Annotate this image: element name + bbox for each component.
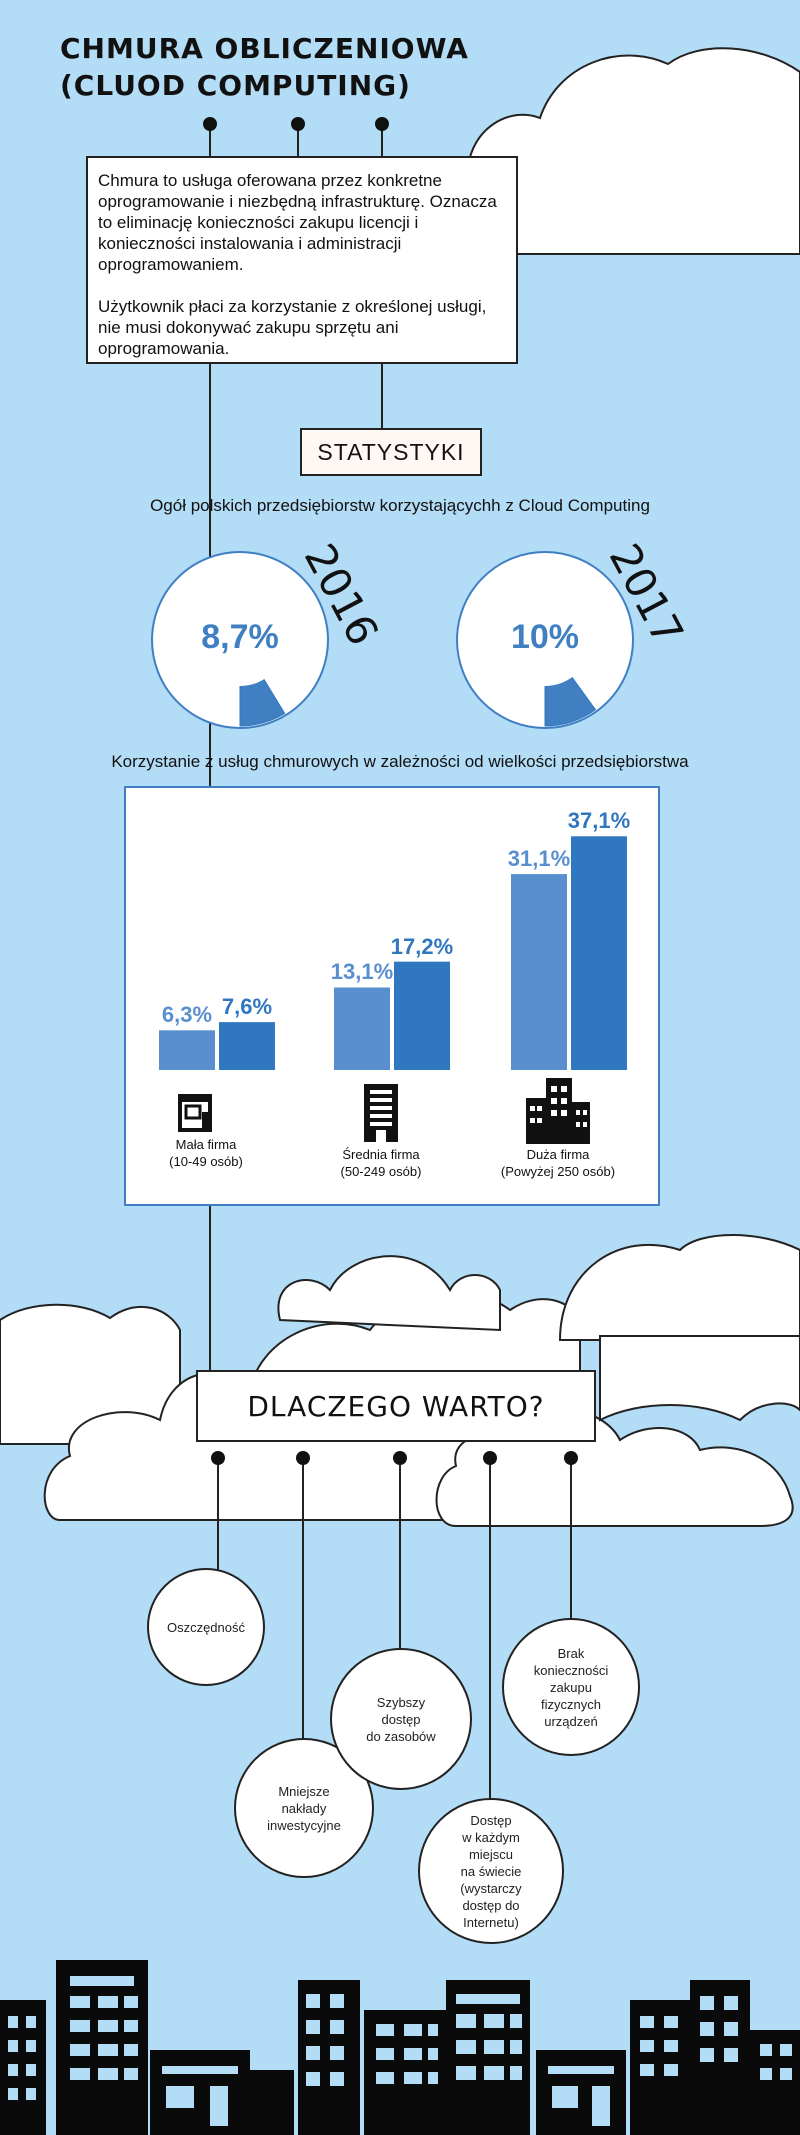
category-sublabel: (Powyżej 250 osób): [500, 1164, 616, 1179]
benefit-faster-access: Szybszy dostęp do zasobów: [330, 1648, 472, 1790]
bar-value-label: 13,1%: [330, 959, 394, 985]
pie-2017: [456, 551, 634, 729]
intro-paragraph-2: Użytkownik płaci za korzystanie z określ…: [98, 297, 487, 358]
bar-value-label: 7,6%: [221, 994, 273, 1020]
benefit-no-hardware: Brak konieczności zakupu fizycznych urzą…: [502, 1618, 640, 1756]
bar-value-label: 17,2%: [390, 933, 454, 959]
bar-large-2: [571, 836, 627, 1070]
category-label-large: Duża firma (Powyżej 250 osób): [478, 1146, 638, 1180]
benefit-savings: Oszczędność: [147, 1568, 265, 1686]
connector-dot: [211, 1451, 225, 1465]
connector-dot: [564, 1451, 578, 1465]
bar-medium-1: [334, 987, 390, 1070]
skyline-icon: [0, 1960, 800, 2135]
bar-small-1: [159, 1030, 215, 1070]
benefit-label: Szybszy dostęp do zasobów: [366, 1694, 436, 1744]
category-name: Duża firma: [526, 1147, 590, 1162]
page-title-line2: (CLUOD COMPUTING): [60, 69, 411, 102]
benefit-label: Dostęp w każdym miejscu na świecie (wyst…: [460, 1812, 522, 1930]
page-title: CHMURA OBLICZENIOWA (CLUOD COMPUTING): [60, 30, 469, 104]
category-sublabel: (10-49 osób): [169, 1154, 243, 1169]
small-shop-icon: [178, 1094, 212, 1132]
page-title-line1: CHMURA OBLICZENIOWA: [60, 32, 469, 65]
pie-chart-title: Ogół polskich przedsiębiorstw korzystają…: [150, 496, 650, 515]
pie-2016: [151, 551, 329, 729]
benefit-connectors: [217, 1458, 572, 1804]
city-buildings-icon: [526, 1078, 590, 1144]
intro-box: Chmura to usługa oferowana przez konkret…: [86, 156, 518, 364]
bar-chart-svg: [159, 836, 627, 1144]
connector-dot: [203, 117, 217, 131]
bar-medium-2: [394, 961, 450, 1070]
connector-dot: [375, 117, 389, 131]
pie-value-2017: 10%: [510, 618, 580, 656]
bar-value-label: 6,3%: [161, 1002, 213, 1028]
connector-dot: [393, 1451, 407, 1465]
category-name: Mała firma: [175, 1137, 237, 1152]
category-name: Średnia firma: [342, 1147, 420, 1162]
benefit-access-anywhere: Dostęp w każdym miejscu na świecie (wyst…: [418, 1798, 564, 1944]
category-sublabel: (50-249 osób): [340, 1164, 422, 1179]
skyline-windows: [8, 1976, 792, 2126]
benefit-label: Mniejsze nakłady inwestycyjne: [267, 1783, 341, 1833]
benefit-label: Brak konieczności zakupu fizycznych urzą…: [533, 1645, 609, 1729]
stats-heading: STATYSTYKI: [300, 428, 482, 476]
connector-dot: [483, 1451, 497, 1465]
bar-value-label: 31,1%: [507, 846, 571, 872]
bar-value-label: 37,1%: [567, 808, 631, 834]
category-label-small: Mała firma (10-49 osób): [126, 1136, 286, 1170]
connector-dot: [296, 1451, 310, 1465]
intro-paragraph-1: Chmura to usługa oferowana przez konkret…: [98, 171, 497, 274]
category-label-medium: Średnia firma (50-249 osób): [301, 1146, 461, 1180]
office-building-icon: [364, 1084, 398, 1142]
bar-small-2: [219, 1022, 275, 1070]
connector-dot: [291, 117, 305, 131]
pie-value-2016: 8,7%: [201, 618, 279, 656]
bar-chart-title: Korzystanie z usług chmurowych w zależno…: [111, 752, 689, 771]
bar-chart-panel: 6,3% 13,1% 31,1% 7,6% 17,2% 37,1% Mała firma …: [124, 786, 660, 1206]
benefit-label: Oszczędność: [166, 1619, 246, 1635]
bar-large-1: [511, 874, 567, 1070]
why-heading: DLACZEGO WARTO?: [196, 1370, 596, 1442]
